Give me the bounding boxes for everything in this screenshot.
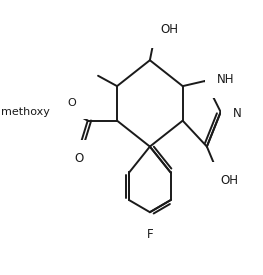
- Text: NH: NH: [217, 73, 235, 86]
- Text: OH: OH: [160, 23, 178, 36]
- Text: F: F: [146, 228, 153, 241]
- Text: OH: OH: [221, 174, 239, 187]
- Text: O: O: [74, 152, 84, 165]
- Text: O: O: [68, 98, 77, 108]
- Text: N: N: [233, 107, 241, 120]
- Text: methoxy: methoxy: [1, 107, 50, 117]
